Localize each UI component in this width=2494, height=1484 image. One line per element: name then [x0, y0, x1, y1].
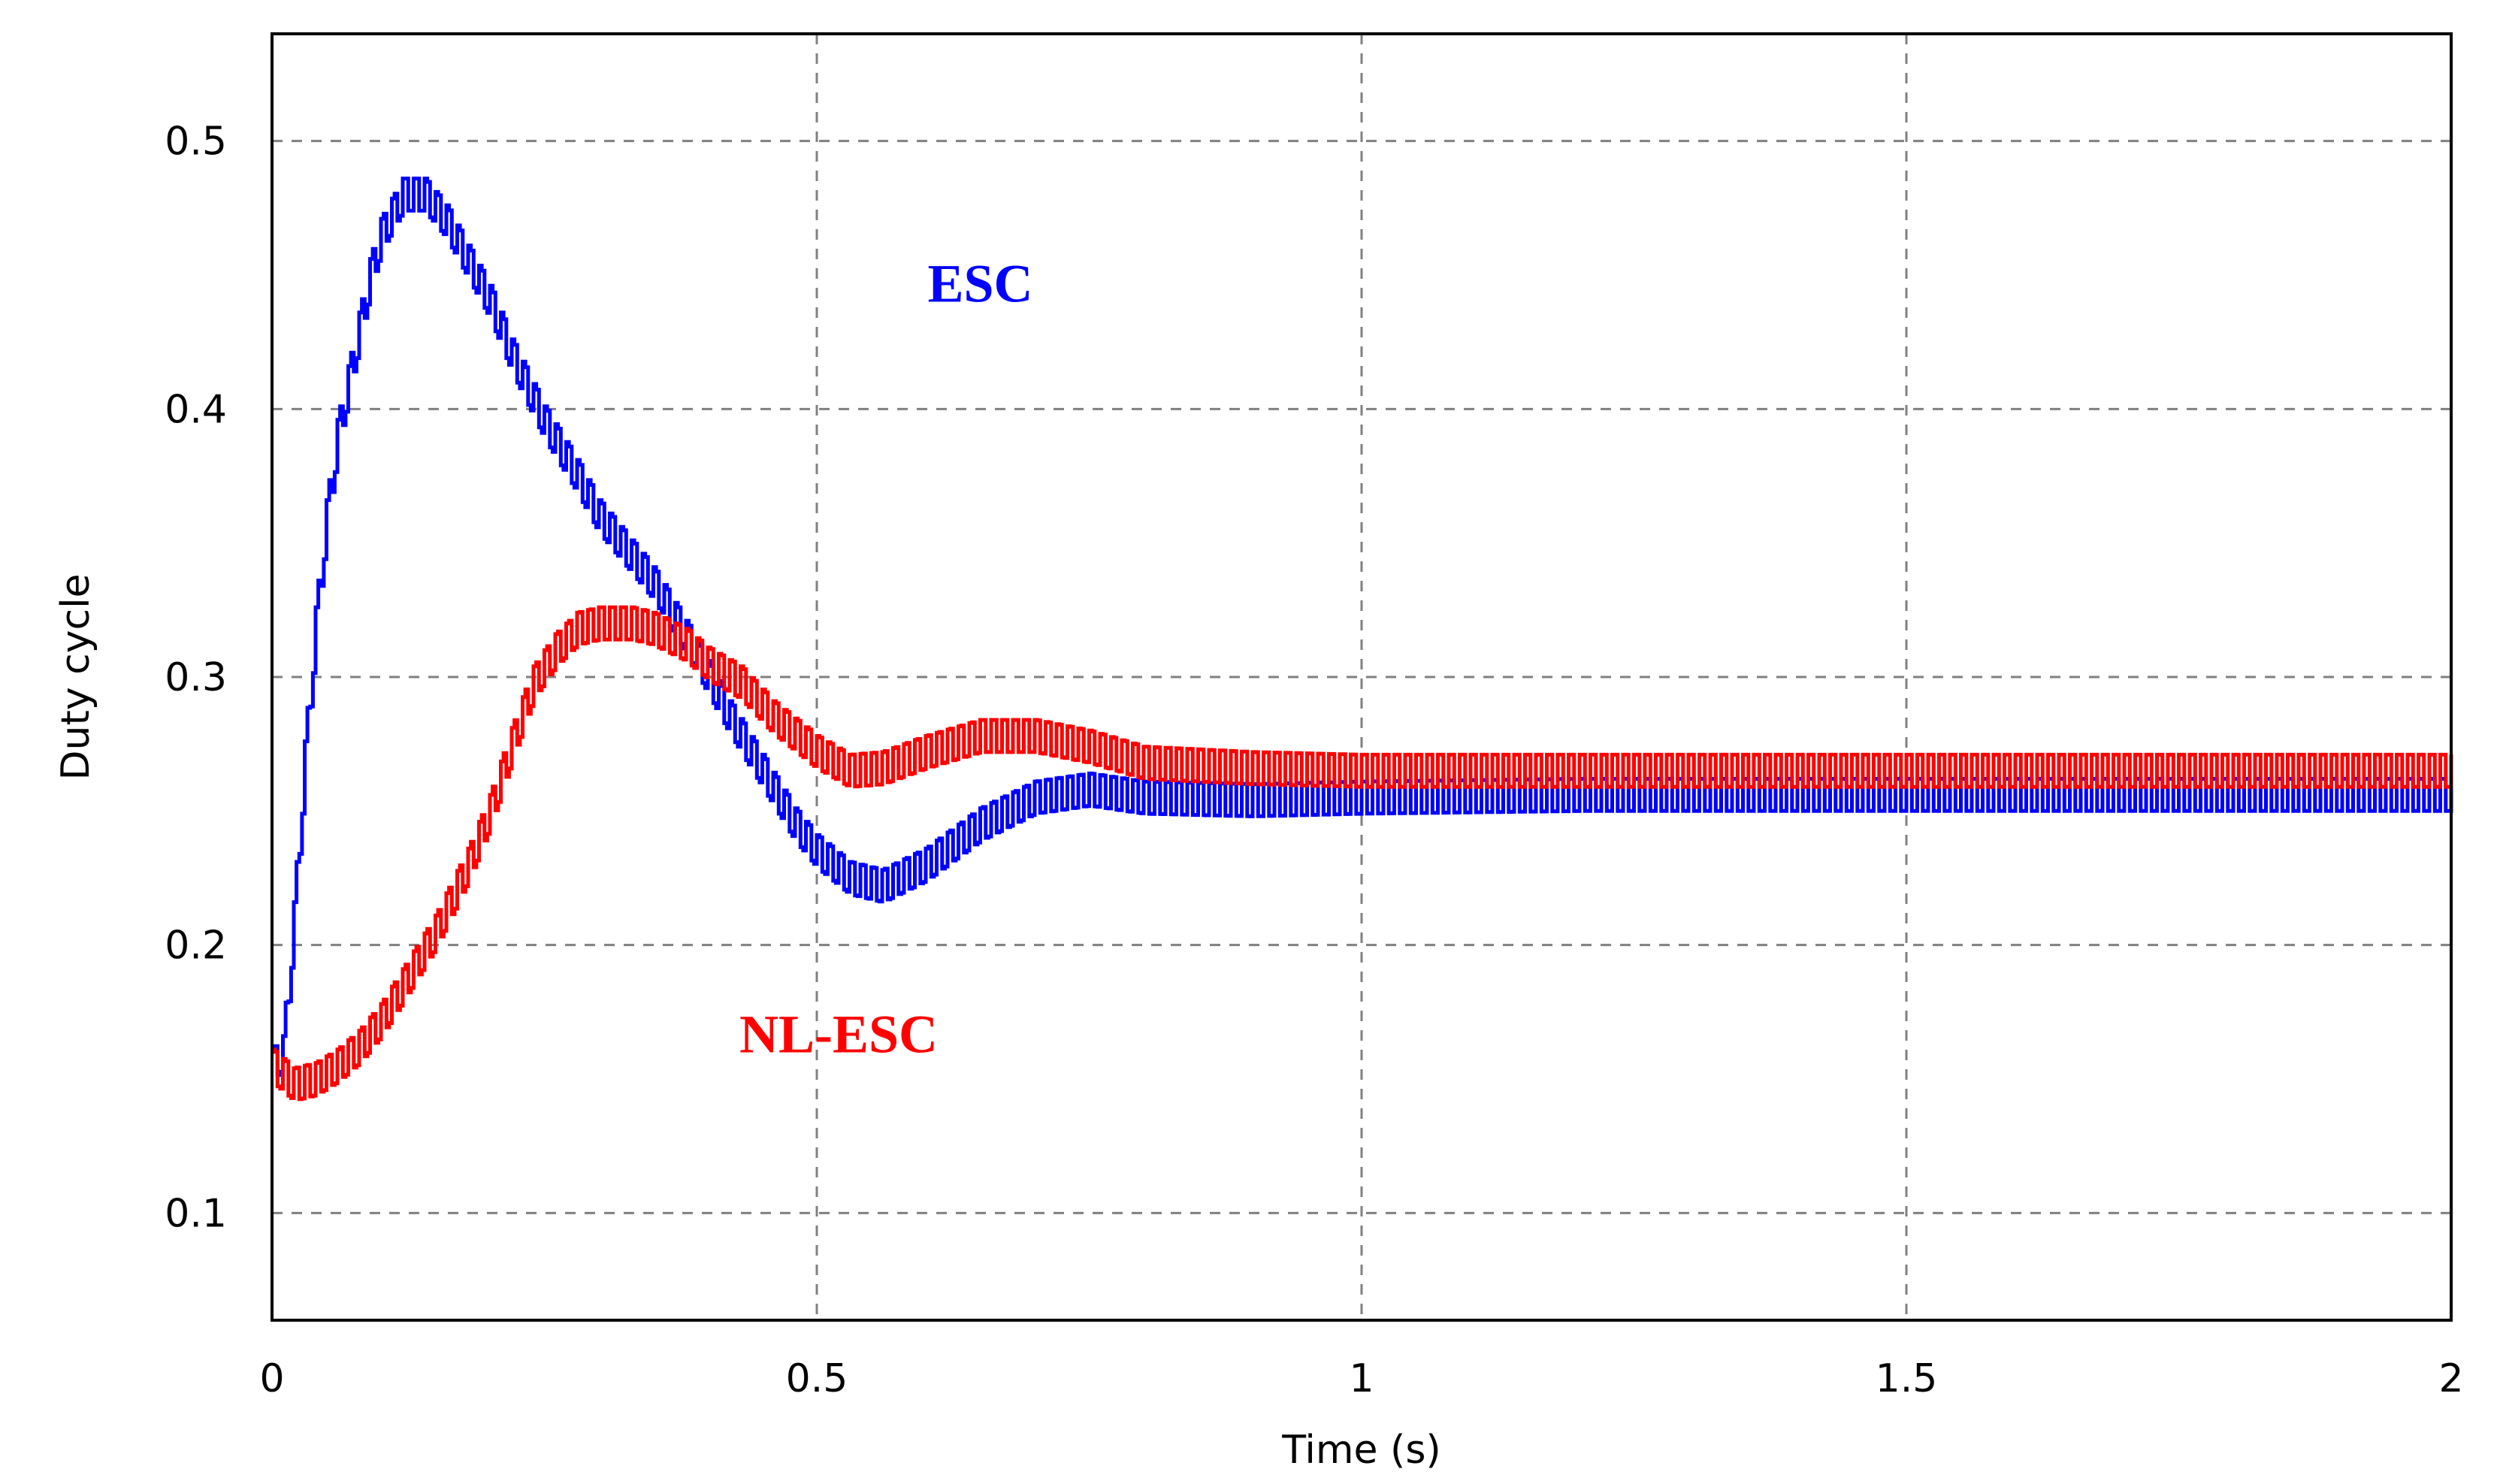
series-label-esc: ESC — [927, 254, 1032, 314]
axis-ticks: 0 0.5 1 1.5 2 0.1 0.2 0.3 0.4 0.5 — [165, 119, 2463, 1401]
x-tick-label: 0.5 — [786, 1356, 848, 1401]
x-tick-label: 2 — [2438, 1356, 2463, 1401]
x-axis-title: Time (s) — [1281, 1428, 1440, 1473]
y-tick-label: 0.3 — [165, 655, 227, 700]
series-label-nl-esc: NL-ESC — [739, 1004, 938, 1064]
y-tick-label: 0.1 — [165, 1191, 227, 1236]
plot-frame — [271, 32, 2453, 1322]
x-tick-label: 0 — [259, 1356, 284, 1401]
series-line-nl-esc — [272, 605, 2453, 1102]
y-axis-title: Duty cycle — [53, 573, 98, 780]
x-tick-label: 1 — [1349, 1356, 1374, 1401]
x-tick-label: 1.5 — [1876, 1356, 1938, 1401]
y-tick-label: 0.2 — [165, 923, 227, 969]
series-annotations: ESC NL-ESC — [739, 254, 1033, 1065]
y-tick-label: 0.5 — [165, 119, 227, 165]
series-layer — [272, 177, 2453, 1102]
series-line-esc — [272, 177, 2453, 1077]
y-tick-label: 0.4 — [165, 387, 227, 432]
